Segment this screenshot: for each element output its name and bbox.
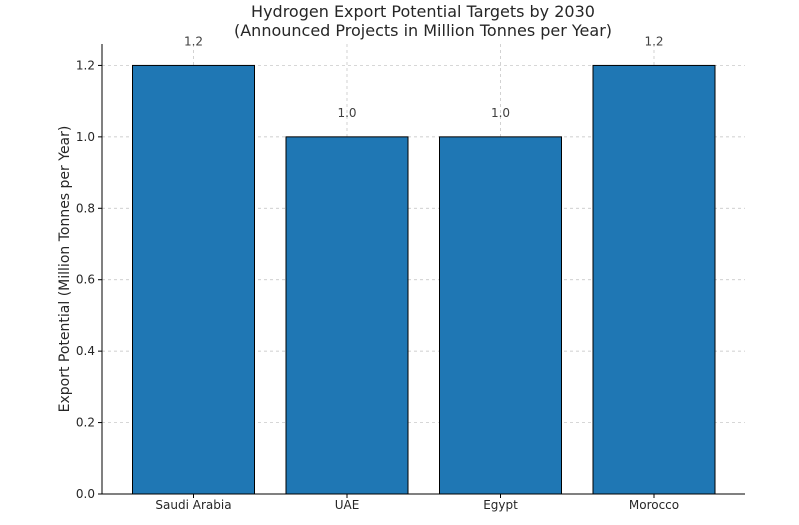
y-tick-label: 0.8 [76, 201, 95, 215]
bar-saudi-arabia [132, 64, 255, 495]
x-tick-label: Egypt [483, 498, 518, 512]
x-tick-label: Morocco [629, 498, 679, 512]
y-axis-label: Export Potential (Million Tonnes per Yea… [57, 126, 73, 413]
chart-title-group: Hydrogen Export Potential Targets by 203… [234, 2, 612, 40]
y-tick-label: 1.2 [76, 58, 95, 72]
y-tick-label: 0.6 [76, 273, 95, 287]
bar-value-label: 1.2 [184, 34, 203, 48]
bars-layer [132, 64, 716, 495]
bar-morocco [592, 64, 716, 495]
bar-value-label: 1.2 [644, 34, 663, 48]
y-tick-label: 0.2 [76, 416, 95, 430]
labels-layer: 0.0 0.2 0.4 0.6 0.8 1.0 1.2 1.2 Saudi Arabia 1.0 U… [76, 34, 679, 512]
bar-uae [285, 136, 409, 495]
y-tick-label: 0.0 [76, 487, 95, 501]
y-tick-label: 1.0 [76, 130, 95, 144]
chart-title: Hydrogen Export Potential Targets by 203… [251, 2, 595, 21]
bar-value-label: 1.0 [491, 106, 510, 120]
x-tick-label: UAE [335, 498, 360, 512]
x-tick-label: Saudi Arabia [155, 498, 231, 512]
axes-layer [98, 44, 745, 498]
y-tick-label: 0.4 [76, 344, 95, 358]
bar-egypt [439, 136, 562, 495]
chart-subtitle: (Announced Projects in Million Tonnes pe… [234, 21, 612, 40]
bar-value-label: 1.0 [337, 106, 356, 120]
